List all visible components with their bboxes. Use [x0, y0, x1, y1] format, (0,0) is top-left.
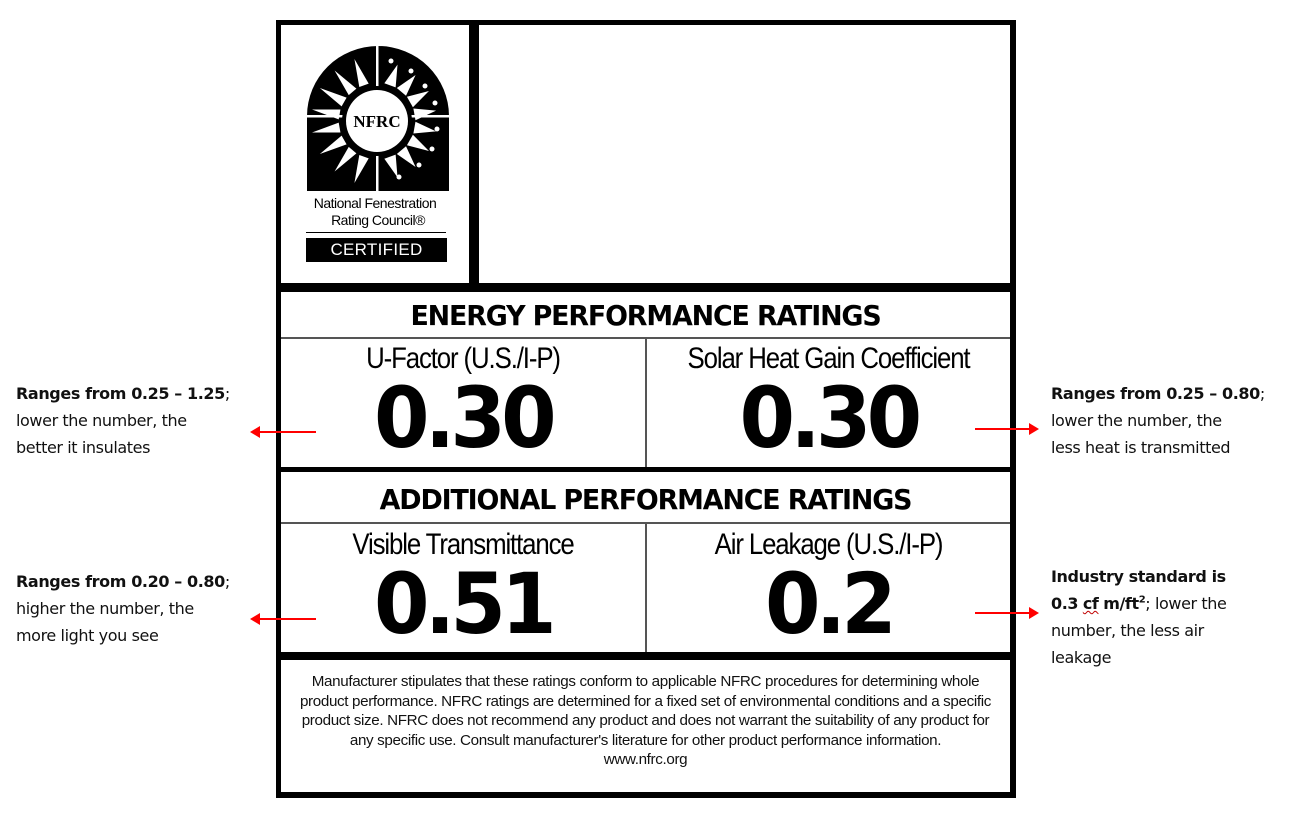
- u-factor-annotation: Ranges from 0.25 – 1.25; lower the numbe…: [16, 384, 230, 457]
- nfrc-logo-panel: NFRC National Fenestration Rating Counci…: [281, 25, 469, 283]
- vt-range: Ranges from 0.20 – 0.80: [16, 572, 225, 591]
- org-name-line1: National Fenestration: [313, 195, 437, 211]
- u-factor-label: U-Factor (U.S./I-P): [366, 342, 561, 375]
- shgc-annotation: Ranges from 0.25 – 0.80; lower the numbe…: [1051, 384, 1265, 457]
- air-leakage-arrow-icon: [975, 607, 1039, 619]
- u-factor-value: 0.30: [374, 369, 557, 467]
- energy-performance-section: ENERGY PERFORMANCE RATINGS U-Factor (U.S…: [281, 292, 1010, 467]
- disclaimer-body: Manufacturer stipulates that these ratin…: [299, 673, 992, 749]
- org-name-line2: Rating Council®: [331, 212, 425, 228]
- additional-column-divider: [645, 523, 647, 652]
- u-factor-range: Ranges from 0.25 – 1.25: [16, 384, 225, 403]
- shgc-value: 0.30: [739, 369, 923, 467]
- energy-section-title: ENERGY PERFORMANCE RATINGS: [410, 299, 881, 332]
- shgc-label: Solar Heat Gain Coefficient: [687, 342, 971, 375]
- disclaimer-text: Manufacturer stipulates that these ratin…: [289, 672, 1002, 770]
- additional-performance-section: ADDITIONAL PERFORMANCE RATINGS Visible T…: [281, 472, 1010, 652]
- air-leakage-annotation: Industry standard is 0.3 cf m/ft2; lower…: [1051, 567, 1227, 667]
- air-leakage-rating: Air Leakage (U.S./I-P) 0.2: [647, 528, 1010, 646]
- spellcheck-flagged-word: cf: [1082, 594, 1099, 613]
- air-leakage-value: 0.2: [764, 555, 897, 653]
- visible-transmittance-value: 0.51: [374, 555, 557, 653]
- additional-section-title: ADDITIONAL PERFORMANCE RATINGS: [379, 483, 913, 516]
- nfrc-website-link[interactable]: www.nfrc.org: [603, 751, 688, 768]
- shgc-range: Ranges from 0.25 – 0.80: [1051, 384, 1260, 403]
- u-factor-rating: U-Factor (U.S./I-P) 0.30: [281, 342, 645, 460]
- disclaimer-section: Manufacturer stipulates that these ratin…: [281, 660, 1010, 792]
- product-info-panel: [479, 25, 1010, 283]
- nfrc-sun-window-icon: NFRC: [307, 46, 449, 191]
- shgc-rating: Solar Heat Gain Coefficient 0.30: [647, 342, 1010, 460]
- visible-transmittance-rating: Visible Transmittance 0.51: [281, 528, 645, 646]
- certified-badge: CERTIFIED: [306, 238, 447, 262]
- u-factor-arrow-icon: [250, 426, 316, 438]
- logo-divider: [306, 232, 446, 233]
- nfrc-label: NFRC National Fenestration Rating Counci…: [276, 20, 1016, 798]
- energy-column-divider: [645, 338, 647, 467]
- visible-transmittance-label: Visible Transmittance: [352, 528, 574, 561]
- vt-arrow-icon: [250, 613, 316, 625]
- visible-transmittance-annotation: Ranges from 0.20 – 0.80; higher the numb…: [16, 572, 230, 645]
- shgc-arrow-icon: [975, 423, 1039, 435]
- air-leakage-label: Air Leakage (U.S./I-P): [714, 528, 944, 561]
- nfrc-emblem-text: NFRC: [353, 112, 400, 131]
